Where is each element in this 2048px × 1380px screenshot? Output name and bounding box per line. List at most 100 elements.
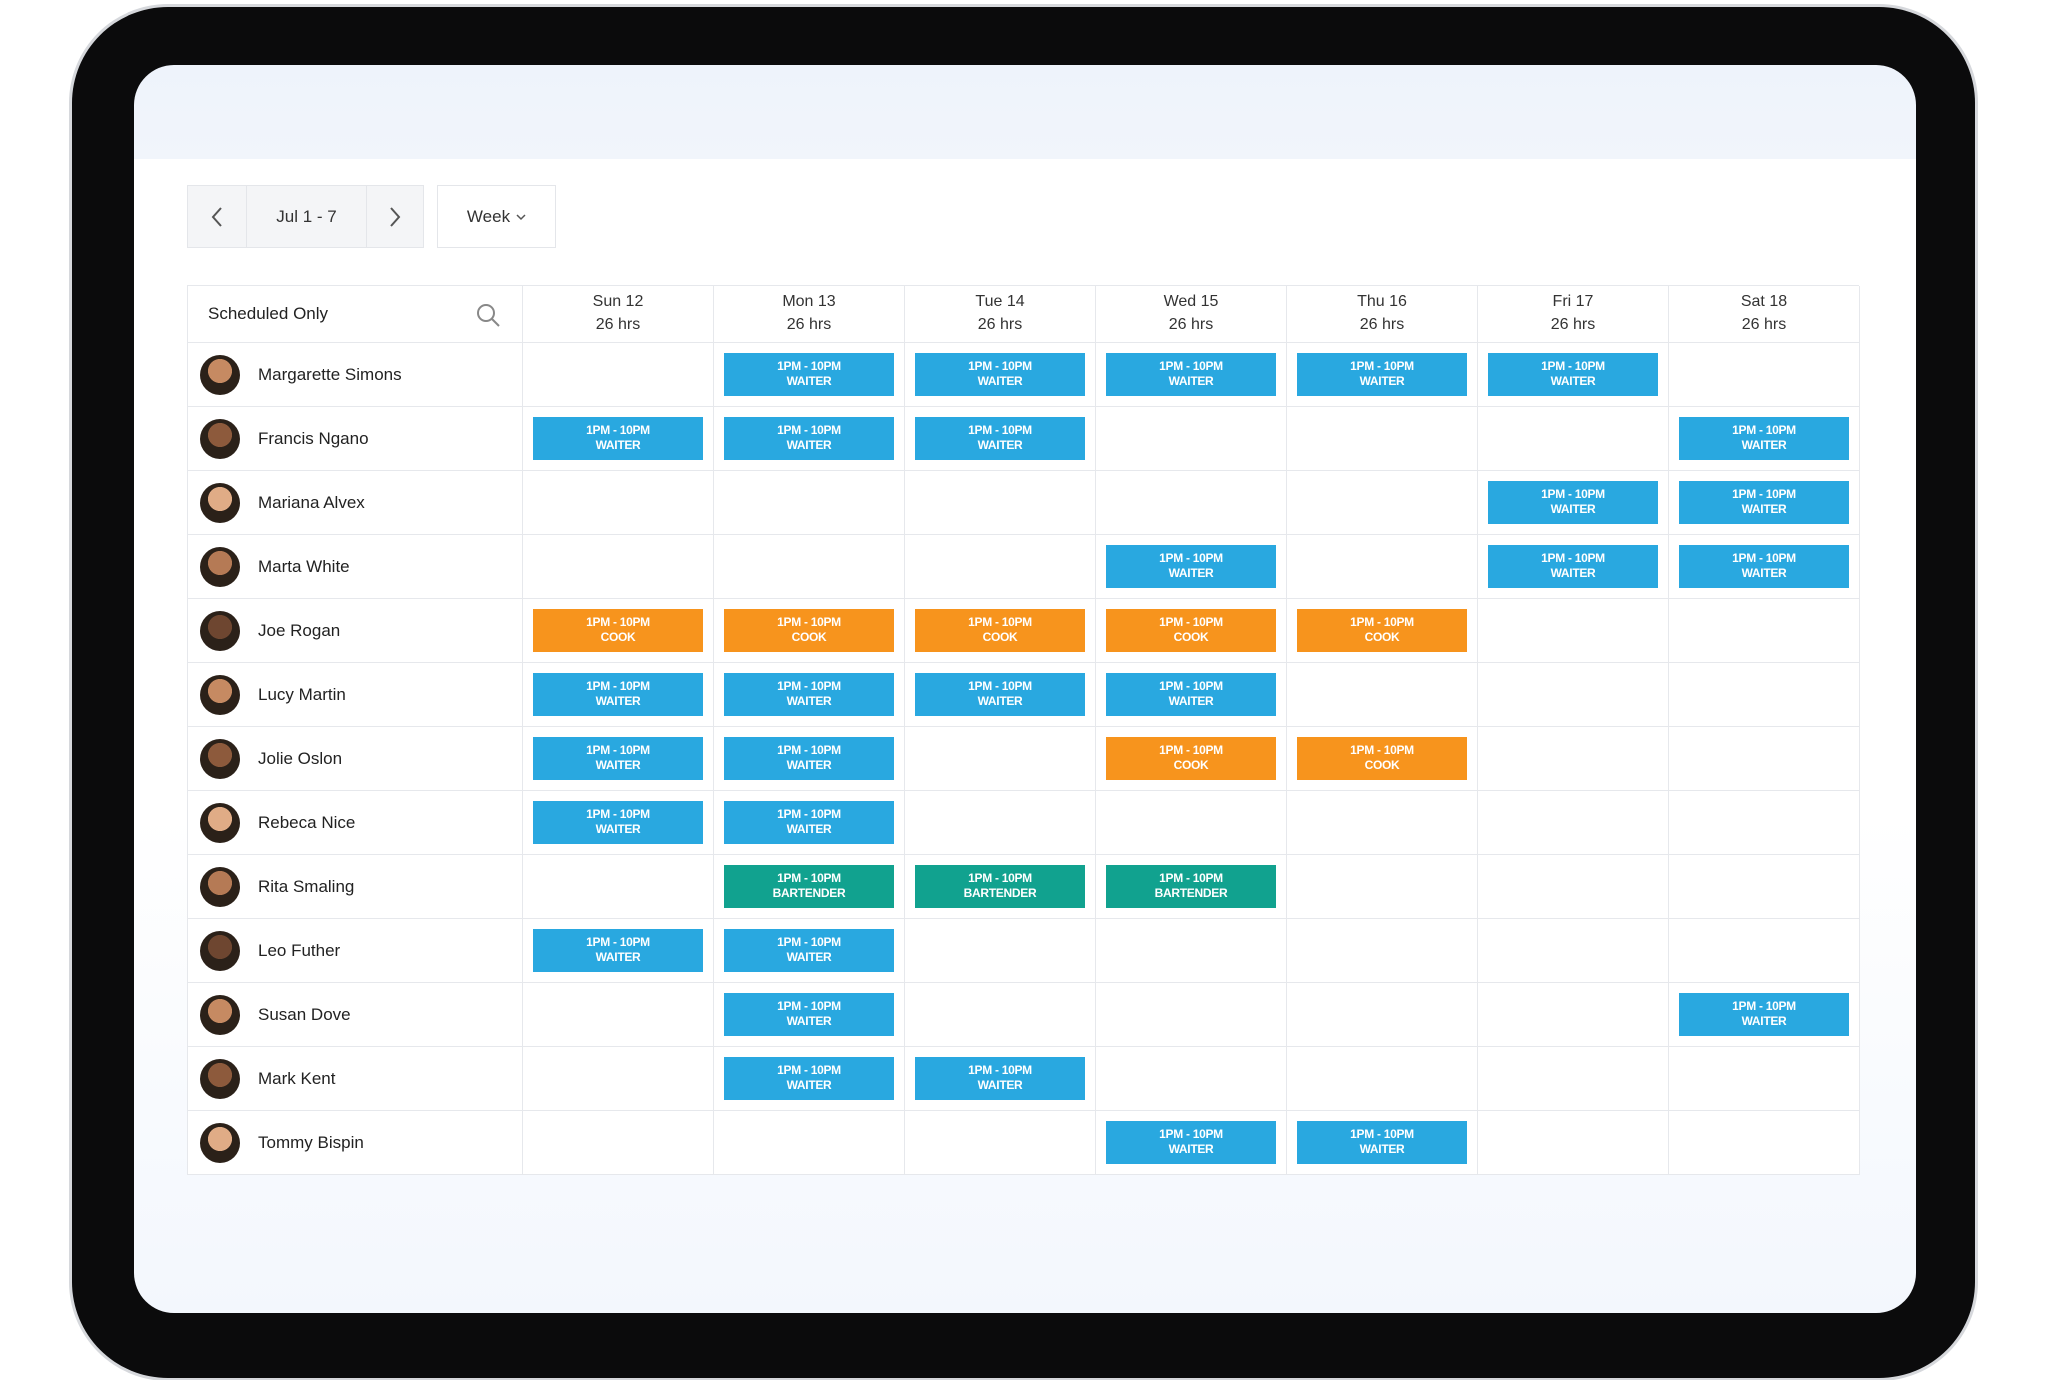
shift-block[interactable]: 1PM - 10PM COOK (1297, 609, 1467, 652)
day-cell (1287, 663, 1478, 727)
day-cell (714, 471, 905, 535)
employee-cell: Marta White (188, 535, 523, 599)
shift-block[interactable]: 1PM - 10PM WAITER (1488, 353, 1658, 396)
employee-name[interactable]: Marta White (258, 556, 350, 576)
day-hours: 26 hrs (1741, 316, 1787, 333)
shift-block[interactable]: 1PM - 10PM BARTENDER (724, 865, 894, 908)
shift-role: WAITER (1168, 1142, 1214, 1156)
day-cell (1287, 471, 1478, 535)
day-cell (1478, 855, 1669, 919)
shift-block[interactable]: 1PM - 10PM WAITER (724, 1057, 894, 1100)
employee-name[interactable]: Joe Rogan (258, 620, 341, 640)
shift-block[interactable]: 1PM - 10PM COOK (1106, 737, 1276, 780)
shift-block[interactable]: 1PM - 10PM WAITER (915, 353, 1085, 396)
avatar (200, 674, 240, 715)
shift-block[interactable]: 1PM - 10PM WAITER (915, 417, 1085, 460)
view-select[interactable]: Week (437, 185, 556, 248)
shift-block[interactable]: 1PM - 10PM WAITER (1679, 481, 1849, 524)
avatar (200, 738, 240, 779)
employee-name[interactable]: Francis Ngano (258, 428, 369, 448)
employee-cell: Francis Ngano (188, 407, 523, 471)
shift-block[interactable]: 1PM - 10PM WAITER (724, 737, 894, 780)
shift-time: 1PM - 10PM (1732, 423, 1796, 437)
day-label: Mon 13 (782, 293, 836, 310)
day-label: Fri 17 (1552, 293, 1594, 310)
employee-name[interactable]: Leo Futher (258, 940, 341, 960)
employee-name[interactable]: Lucy Martin (258, 684, 346, 704)
day-label: Thu 16 (1357, 293, 1407, 310)
shift-role: WAITER (786, 1014, 832, 1028)
shift-time: 1PM - 10PM (1541, 551, 1605, 565)
day-cell (523, 343, 714, 407)
day-cell: 1PM - 10PM WAITER (905, 1047, 1096, 1111)
day-cell (1478, 663, 1669, 727)
chevron-left (211, 206, 222, 227)
day-hours: 26 hrs (977, 316, 1023, 333)
shift-block[interactable]: 1PM - 10PM WAITER (1297, 353, 1467, 396)
shift-block[interactable]: 1PM - 10PM WAITER (1679, 545, 1849, 588)
shift-block[interactable]: 1PM - 10PM WAITER (915, 1057, 1085, 1100)
shift-block[interactable]: 1PM - 10PM WAITER (1106, 353, 1276, 396)
shift-block[interactable]: 1PM - 10PM COOK (533, 609, 703, 652)
shift-block[interactable]: 1PM - 10PM COOK (1297, 737, 1467, 780)
day-label: Tue 14 (975, 293, 1025, 310)
shift-block[interactable]: 1PM - 10PM COOK (915, 609, 1085, 652)
employee-name[interactable]: Jolie Oslon (258, 748, 343, 768)
day-hours: 26 hrs (1168, 316, 1214, 333)
filter-label[interactable]: Scheduled Only (208, 304, 329, 323)
shift-block[interactable]: 1PM - 10PM WAITER (533, 929, 703, 972)
day-cell: 1PM - 10PM WAITER (1478, 471, 1669, 535)
employee-name[interactable]: Susan Dove (258, 1004, 351, 1024)
day-hours: 26 hrs (595, 316, 641, 333)
shift-block[interactable]: 1PM - 10PM WAITER (1106, 673, 1276, 716)
day-cell: 1PM - 10PM BARTENDER (905, 855, 1096, 919)
shift-block[interactable]: 1PM - 10PM WAITER (915, 673, 1085, 716)
day-cell: 1PM - 10PM WAITER (905, 663, 1096, 727)
shift-block[interactable]: 1PM - 10PM WAITER (533, 417, 703, 460)
date-range[interactable]: Jul 1 - 7 (246, 185, 367, 248)
shift-block[interactable]: 1PM - 10PM WAITER (533, 673, 703, 716)
shift-block[interactable]: 1PM - 10PM WAITER (533, 801, 703, 844)
shift-block[interactable]: 1PM - 10PM WAITER (724, 353, 894, 396)
shift-block[interactable]: 1PM - 10PM WAITER (724, 417, 894, 460)
shift-role: COOK (1173, 758, 1209, 772)
prev-button[interactable] (187, 185, 247, 248)
employee-cell: Lucy Martin (188, 663, 523, 727)
day-cell: 1PM - 10PM WAITER (714, 343, 905, 407)
day-cell (1096, 407, 1287, 471)
employee-name[interactable]: Rita Smaling (258, 876, 355, 896)
shift-block[interactable]: 1PM - 10PM WAITER (724, 993, 894, 1036)
day-hours: 26 hrs (786, 316, 832, 333)
employee-name[interactable]: Mariana Alvex (258, 492, 365, 512)
day-cell (1669, 599, 1860, 663)
employee-name[interactable]: Tommy Bispin (258, 1132, 364, 1152)
shift-role: WAITER (595, 438, 641, 452)
day-cell: 1PM - 10PM WAITER (714, 983, 905, 1047)
search-icon[interactable] (475, 302, 501, 328)
day-cell: 1PM - 10PM WAITER (1669, 471, 1860, 535)
shift-block[interactable]: 1PM - 10PM WAITER (1488, 481, 1658, 524)
employee-name[interactable]: Mark Kent (258, 1068, 336, 1088)
shift-block[interactable]: 1PM - 10PM WAITER (1297, 1121, 1467, 1164)
shift-block[interactable]: 1PM - 10PM COOK (724, 609, 894, 652)
shift-block[interactable]: 1PM - 10PM WAITER (724, 801, 894, 844)
shift-block[interactable]: 1PM - 10PM WAITER (724, 673, 894, 716)
shift-block[interactable]: 1PM - 10PM BARTENDER (915, 865, 1085, 908)
shift-role: COOK (600, 630, 636, 644)
day-cell: 1PM - 10PM WAITER (1478, 343, 1669, 407)
shift-block[interactable]: 1PM - 10PM WAITER (1679, 417, 1849, 460)
shift-block[interactable]: 1PM - 10PM COOK (1106, 609, 1276, 652)
employee-name[interactable]: Rebeca Nice (258, 812, 356, 832)
shift-role: COOK (1364, 758, 1400, 772)
shift-block[interactable]: 1PM - 10PM WAITER (1679, 993, 1849, 1036)
shift-block[interactable]: 1PM - 10PM WAITER (1106, 1121, 1276, 1164)
employee-name[interactable]: Margarette Simons (258, 364, 402, 384)
shift-block[interactable]: 1PM - 10PM WAITER (1106, 545, 1276, 588)
shift-block[interactable]: 1PM - 10PM WAITER (533, 737, 703, 780)
shift-block[interactable]: 1PM - 10PM WAITER (724, 929, 894, 972)
next-button[interactable] (366, 185, 424, 248)
shift-block[interactable]: 1PM - 10PM WAITER (1488, 545, 1658, 588)
shift-block[interactable]: 1PM - 10PM BARTENDER (1106, 865, 1276, 908)
schedule-grid: Scheduled Only Sun 12 26 hrs Mon 13 26 hrs T… (187, 285, 1860, 1175)
shift-role: WAITER (1359, 1142, 1405, 1156)
